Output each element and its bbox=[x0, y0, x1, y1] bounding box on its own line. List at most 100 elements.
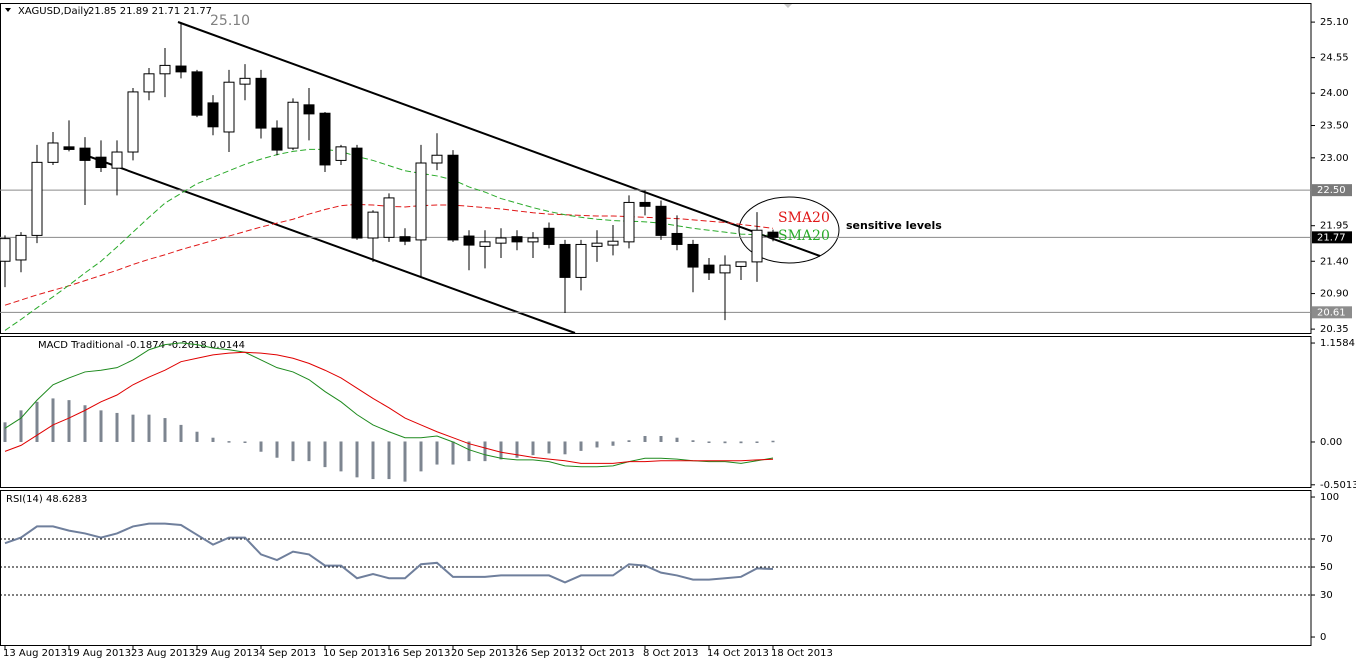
panel-frame bbox=[0, 3, 1312, 334]
candle-body bbox=[223, 81, 235, 133]
y-tick-label: -0.5013 bbox=[1320, 480, 1356, 491]
histogram-bar bbox=[499, 441, 503, 460]
histogram-bar bbox=[419, 441, 423, 472]
histogram-bar bbox=[35, 401, 39, 442]
x-tick-label: 4 Sep 2013 bbox=[259, 648, 316, 659]
candle-body bbox=[287, 101, 299, 149]
candle-body bbox=[159, 64, 171, 75]
histogram-bar bbox=[83, 405, 87, 442]
histogram-bar bbox=[99, 410, 103, 442]
histogram-bar bbox=[179, 424, 183, 442]
x-tick-label: 29 Aug 2013 bbox=[195, 648, 259, 659]
candle-body bbox=[191, 71, 203, 116]
y-tick-label: 30 bbox=[1320, 590, 1333, 601]
x-tick-label: 23 Aug 2013 bbox=[131, 648, 195, 659]
candle-body bbox=[639, 201, 651, 207]
histogram-bar bbox=[243, 441, 247, 443]
candle-body bbox=[607, 240, 619, 246]
level-label: 21.77 bbox=[1317, 232, 1346, 243]
level-label-box bbox=[1312, 306, 1352, 319]
y-tick-label: 100 bbox=[1320, 492, 1339, 503]
y-tick-label: 0 bbox=[1320, 632, 1326, 643]
ohlc-label: 21.85 21.89 21.71 21.77 bbox=[88, 6, 212, 17]
candle-body bbox=[543, 227, 555, 245]
y-tick-label: 20.90 bbox=[1320, 289, 1349, 300]
sma-line bbox=[4, 148, 774, 331]
histogram-bar bbox=[307, 441, 311, 462]
annotation: 25.10 bbox=[210, 13, 250, 29]
histogram-bar bbox=[563, 441, 567, 455]
y-tick-label: 23.50 bbox=[1320, 121, 1349, 132]
macd-line bbox=[4, 351, 774, 464]
candle-body bbox=[255, 77, 267, 129]
candle-body bbox=[0, 238, 11, 262]
candle-body bbox=[527, 237, 539, 243]
histogram-bar bbox=[403, 441, 407, 482]
histogram-bar bbox=[355, 441, 359, 478]
candle-body bbox=[15, 234, 27, 261]
candle-body bbox=[383, 197, 395, 238]
x-tick-label: 26 Sep 2013 bbox=[515, 648, 578, 659]
histogram-bar bbox=[163, 418, 167, 442]
x-tick-label: 2 Oct 2013 bbox=[579, 648, 634, 659]
x-tick-label: 13 Aug 2013 bbox=[3, 648, 67, 659]
x-tick-label: 8 Oct 2013 bbox=[643, 648, 698, 659]
candle-body bbox=[719, 264, 731, 274]
histogram-bar bbox=[371, 441, 375, 480]
candle-body bbox=[319, 112, 331, 166]
candle-body bbox=[415, 162, 427, 241]
y-tick-label: 0.00 bbox=[1320, 437, 1342, 448]
histogram-bar bbox=[547, 441, 551, 454]
panel-frame bbox=[0, 490, 1312, 646]
candle-body bbox=[735, 261, 747, 267]
candle-body bbox=[655, 205, 667, 236]
candle-body bbox=[127, 91, 139, 153]
highlight-ellipse bbox=[738, 196, 840, 264]
histogram-bar bbox=[723, 441, 727, 444]
candle-body bbox=[399, 236, 411, 242]
candle-body bbox=[79, 147, 91, 161]
annotation: sensitive levels bbox=[846, 219, 942, 232]
candle-body bbox=[447, 154, 459, 241]
candle-body bbox=[367, 211, 379, 239]
histogram-bar bbox=[115, 412, 119, 442]
y-tick-label: 24.00 bbox=[1320, 88, 1349, 99]
candle-body bbox=[31, 161, 43, 236]
histogram-bar bbox=[211, 437, 215, 442]
histogram-bar bbox=[339, 441, 343, 472]
candle-body bbox=[111, 151, 123, 169]
candle-body bbox=[351, 147, 363, 239]
histogram-bar bbox=[675, 437, 679, 442]
candle-body bbox=[495, 237, 507, 244]
histogram-bar bbox=[643, 436, 647, 442]
menu-arrow bbox=[5, 8, 11, 12]
y-tick-label: 21.40 bbox=[1320, 256, 1349, 267]
level-label: 20.61 bbox=[1317, 307, 1346, 318]
histogram-bar bbox=[275, 441, 279, 458]
histogram-bar bbox=[387, 441, 391, 480]
trend-line bbox=[84, 154, 576, 334]
candle-body bbox=[559, 243, 571, 278]
histogram-bar bbox=[659, 436, 663, 442]
histogram-bar bbox=[67, 400, 71, 442]
y-tick-label: 23.00 bbox=[1320, 153, 1349, 164]
histogram-bar bbox=[227, 441, 231, 443]
sma-label: SMA20 bbox=[778, 210, 830, 226]
histogram-bar bbox=[19, 410, 23, 442]
candle-body bbox=[575, 243, 587, 278]
candle-body bbox=[335, 146, 347, 161]
level-label-box bbox=[1312, 231, 1352, 244]
histogram-bar bbox=[531, 441, 535, 456]
sma-label: SMA20 bbox=[778, 228, 830, 244]
candle-body bbox=[303, 104, 315, 115]
y-tick-label: 24.55 bbox=[1320, 53, 1349, 64]
x-tick-label: 19 Aug 2013 bbox=[67, 648, 131, 659]
histogram-bar bbox=[771, 440, 775, 443]
histogram-bar bbox=[451, 441, 455, 465]
y-tick-label: 1.1584 bbox=[1320, 338, 1355, 349]
histogram-bar bbox=[515, 441, 519, 458]
histogram-bar bbox=[323, 441, 327, 468]
candle-body bbox=[63, 146, 75, 150]
